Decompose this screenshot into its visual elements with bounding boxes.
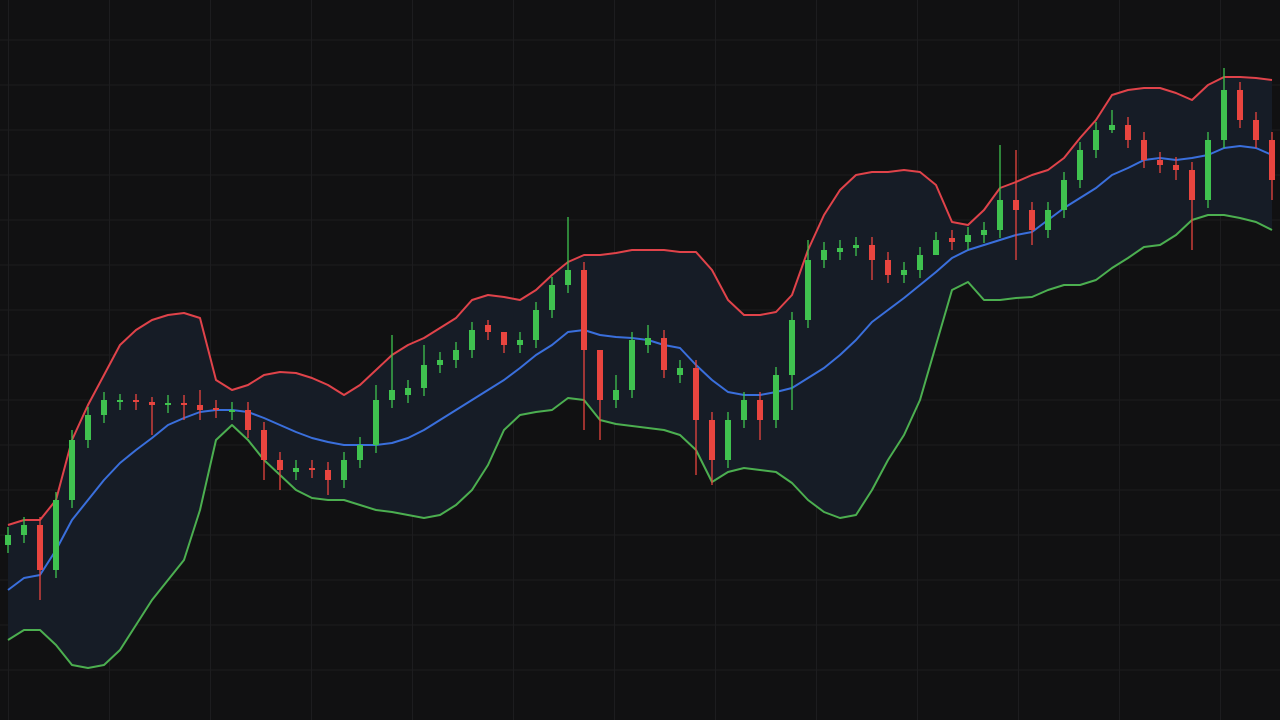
band-line — [7, 76, 1273, 526]
candle-body — [645, 338, 651, 345]
candle-body — [133, 400, 139, 402]
candle-body — [357, 445, 363, 460]
candle-body — [805, 260, 811, 320]
candle-body — [533, 310, 539, 340]
candle-body — [1029, 210, 1035, 230]
candle-body — [901, 270, 907, 275]
candle-body — [1269, 140, 1275, 180]
candle-body — [5, 535, 11, 545]
candle-body — [677, 368, 683, 375]
candle-body — [1205, 140, 1211, 200]
candle-body — [245, 410, 251, 430]
candle-body — [341, 460, 347, 480]
candle-body — [421, 365, 427, 388]
candle-body — [565, 270, 571, 285]
candle-body — [853, 245, 859, 248]
candle-body — [773, 375, 779, 420]
candle-body — [101, 400, 107, 415]
candle-body — [277, 460, 283, 470]
candle-body — [309, 468, 315, 470]
candle-body — [1045, 210, 1051, 230]
candle-body — [709, 420, 715, 460]
candle-body — [1189, 170, 1195, 200]
candle-body — [437, 360, 443, 365]
candle-body — [21, 525, 27, 535]
candle-body — [181, 403, 187, 405]
candle-body — [693, 368, 699, 420]
candle-body — [1253, 120, 1259, 140]
candle-body — [197, 405, 203, 410]
candle-body — [53, 500, 59, 570]
candle-body — [229, 410, 235, 412]
candle-body — [1077, 150, 1083, 180]
candle-body — [1237, 90, 1243, 120]
candle-body — [725, 420, 731, 460]
candle-body — [501, 332, 507, 345]
candle-body — [885, 260, 891, 275]
candle-body — [165, 403, 171, 405]
candle-body — [453, 350, 459, 360]
candle-body — [1173, 165, 1179, 170]
candle-body — [85, 415, 91, 440]
candle-body — [485, 325, 491, 332]
candle-body — [117, 400, 123, 402]
candle-body — [1061, 180, 1067, 210]
candle-body — [517, 340, 523, 345]
candle-body — [821, 250, 827, 260]
candle-body — [741, 400, 747, 420]
candle-body — [933, 240, 939, 255]
candle-body — [325, 470, 331, 480]
candle-body — [965, 235, 971, 242]
candle-body — [69, 440, 75, 500]
candle-body — [373, 400, 379, 445]
candle-body — [757, 400, 763, 420]
candle-body — [469, 330, 475, 350]
band-area — [8, 77, 1272, 668]
candle-body — [1157, 160, 1163, 165]
candle-body — [629, 340, 635, 390]
candle-body — [1013, 200, 1019, 210]
candle-body — [789, 320, 795, 375]
candle-body — [149, 402, 155, 405]
candle-body — [917, 255, 923, 270]
candle-body — [549, 285, 555, 310]
candle-body — [213, 408, 219, 410]
candle-body — [597, 350, 603, 400]
candle-body — [837, 248, 843, 252]
candle-body — [1141, 140, 1147, 160]
candle-body — [405, 388, 411, 395]
candle-body — [581, 270, 587, 350]
candle-body — [997, 200, 1003, 230]
candle-body — [261, 430, 267, 460]
candle-body — [981, 230, 987, 235]
candle-body — [1093, 130, 1099, 150]
candle-body — [37, 525, 43, 570]
candle-body — [293, 468, 299, 472]
candle-body — [1125, 125, 1131, 140]
candle-body — [1221, 90, 1227, 140]
candle-body — [1109, 125, 1115, 130]
candle-body — [389, 390, 395, 400]
candle-body — [661, 338, 667, 370]
candle-body — [949, 238, 955, 242]
candle-body — [869, 245, 875, 260]
candle-body — [613, 390, 619, 400]
band-line — [7, 214, 1273, 669]
